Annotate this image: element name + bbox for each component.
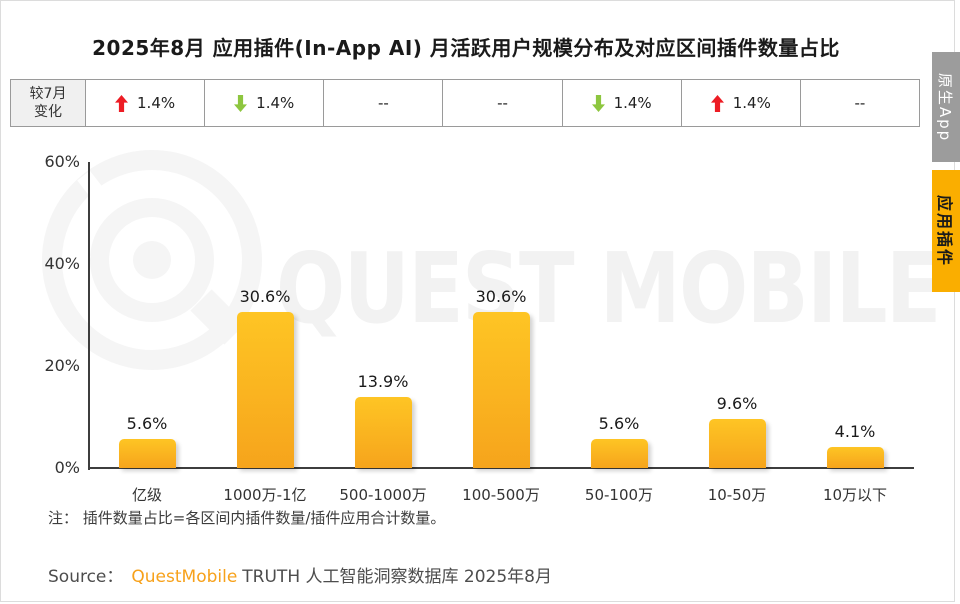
change-cell-0: 1.4%: [86, 80, 206, 126]
questmobile-brand: QuestMobile: [131, 567, 238, 587]
change-value: --: [497, 94, 508, 112]
change-value: 1.4%: [256, 94, 295, 112]
change-cell-4: 1.4%: [563, 80, 682, 126]
y-axis-line: [88, 162, 90, 470]
change-value: --: [854, 94, 866, 112]
change-table-cells: 1.4% 1.4% -- -- 1.4% 1.4% --: [86, 80, 919, 126]
change-table-header-line1: 较7月: [29, 86, 67, 102]
y-tick-20%: 20%: [44, 356, 80, 375]
source-suffix: TRUTH 人工智能洞察数据库 2025年8月: [242, 567, 552, 587]
page-title: 2025年8月 应用插件(In-App AI) 月活跃用户规模分布及对应区间插件…: [92, 36, 840, 60]
x-axis-line: [88, 467, 914, 469]
tab-app-plugin-label: 应用插件: [935, 194, 955, 268]
logo-center-dot: [133, 241, 171, 279]
change-cell-3: --: [443, 80, 563, 126]
change-table-header-line2: 变化: [34, 104, 62, 120]
change-value: --: [377, 94, 389, 112]
questmobile-watermark-text: QUEST MOBILE: [276, 232, 942, 345]
y-tick-40%: 40%: [44, 254, 80, 273]
tab-native-app[interactable]: 原生App: [932, 52, 960, 162]
bar-value-0: 5.6%: [126, 414, 168, 434]
footnote: 注： 插件数量占比=各区间内插件数量/插件应用合计数量。: [48, 509, 446, 527]
bar-2: [354, 397, 412, 468]
change-table-header: 较7月 变化: [11, 80, 86, 126]
arrow-down-icon: [234, 94, 248, 112]
change-cell-5: 1.4%: [682, 80, 801, 126]
change-value: 1.4%: [732, 94, 771, 112]
arrow-down-icon: [591, 94, 605, 112]
change-cell-6: --: [801, 80, 919, 126]
bar-6: [826, 447, 884, 468]
tab-app-plugin[interactable]: 应用插件: [932, 170, 960, 292]
bar-value-1: 30.6%: [239, 286, 291, 306]
tab-native-app-label: 原生App: [936, 72, 955, 142]
change-value: 1.4%: [137, 94, 176, 112]
change-cell-1: 1.4%: [205, 80, 325, 126]
category-label-4: 50-100万: [584, 486, 654, 504]
category-label-5: 10-50万: [707, 486, 767, 504]
source-prefix: Source：: [48, 567, 124, 587]
category-label-0: 亿级: [131, 486, 162, 504]
change-value: 1.4%: [613, 94, 652, 112]
category-label-2: 500-1000万: [339, 486, 427, 504]
category-label-6: 10万以下: [822, 486, 888, 504]
bar-5: [708, 419, 766, 468]
arrow-up-icon: [710, 94, 724, 112]
bar-1: [236, 311, 294, 468]
bar-4: [590, 439, 648, 468]
change-cell-2: --: [324, 80, 444, 126]
bar-3: [472, 311, 530, 468]
y-tick-0%: 0%: [54, 458, 80, 477]
bar-value-4: 5.6%: [598, 414, 640, 434]
bar-value-2: 13.9%: [357, 372, 409, 392]
y-tick-60%: 60%: [44, 152, 80, 171]
source-line: Source： QuestMobile TRUTH 人工智能洞察数据库 2025年8…: [48, 562, 552, 587]
bar-value-3: 30.6%: [475, 286, 527, 306]
category-label-3: 100-500万: [462, 486, 540, 504]
arrow-up-icon: [115, 94, 129, 112]
bar-value-5: 9.6%: [716, 394, 758, 414]
bar-value-6: 4.1%: [834, 422, 876, 442]
change-vs-july-table: 较7月 变化 1.4% 1.4% -- -- 1.4% 1.4% --: [10, 79, 920, 127]
bar-0: [118, 439, 176, 468]
category-label-1: 1000万-1亿: [223, 486, 307, 504]
